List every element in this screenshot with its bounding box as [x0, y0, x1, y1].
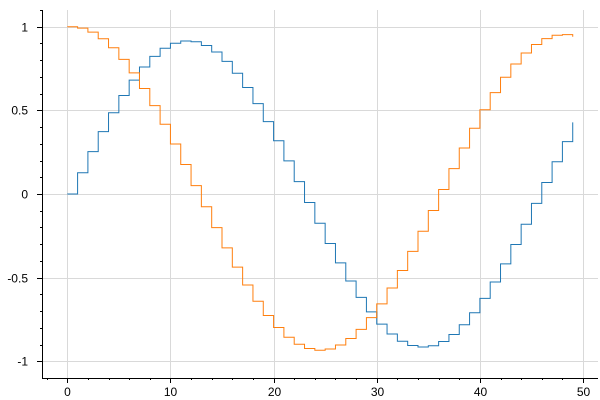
- y-tick-label-1: -0.5: [7, 272, 28, 286]
- y-tick-label-0: -1: [17, 355, 28, 369]
- axis-layer: [37, 10, 598, 383]
- x-tick-label-5: 50: [577, 385, 591, 399]
- x-tick-label-4: 40: [474, 385, 488, 399]
- label-layer: 0 10 20 30 40 50 -1 -0.5 0 0.5 1: [7, 21, 590, 400]
- x-tick-label-1: 10: [164, 385, 178, 399]
- series-line-0: [67, 40, 574, 348]
- x-tick-label-3: 30: [371, 385, 385, 399]
- series-line-1: [67, 26, 574, 351]
- y-tick-label-3: 0.5: [11, 104, 28, 118]
- series-layer: [67, 26, 574, 351]
- y-tick-label-4: 1: [21, 21, 28, 35]
- grid-layer: [42, 10, 598, 378]
- x-tick-label-0: 0: [64, 385, 71, 399]
- x-tick-label-2: 20: [268, 385, 282, 399]
- y-tick-label-2: 0: [21, 188, 28, 202]
